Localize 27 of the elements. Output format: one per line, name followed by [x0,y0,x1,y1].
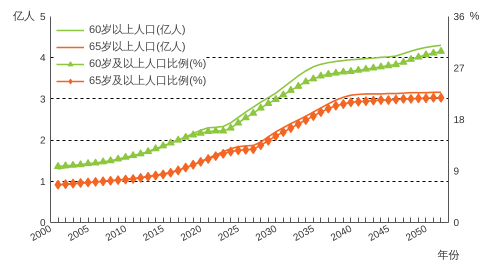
y-tick-label: 1 [40,176,46,188]
x-axis-title: 年份 [438,249,460,262]
x-tick-label: 2030 [254,223,280,244]
y2-tick-label: 9 [454,166,460,178]
y2-tick-label: 36 [454,12,466,23]
y-tick-label: 5 [40,12,46,23]
y-tick-label: 3 [40,94,46,106]
x-tick-label: 2025 [216,223,242,244]
x-tick-label: 2050 [404,223,430,244]
x-tick-label: 2005 [66,223,92,244]
y-tick-label: 4 [40,53,46,64]
y2-tick-label: 18 [454,115,466,126]
y-tick-label: 2 [40,136,46,147]
x-tick-label: 2020 [179,223,204,244]
y-axis-title: 亿人 [12,10,35,22]
x-tick-label: 2040 [329,223,354,244]
x-tick-label: 2015 [141,223,167,244]
legend-label: 65岁以上人口(亿人) [89,40,186,54]
legend-label: 65岁及以上人口比例(%) [89,74,206,88]
legend-label: 60岁及以上人口比例(%) [89,57,206,71]
x-tick-label: 2035 [292,223,317,244]
legend-label: 60岁以上人口(亿人) [89,23,186,37]
y2-axis-title: % [470,10,480,22]
x-tick-label: 2045 [366,223,392,244]
y2-tick-label: 0 [454,218,460,229]
x-tick-label: 2010 [104,223,130,244]
y2-tick-label: 27 [454,64,466,74]
